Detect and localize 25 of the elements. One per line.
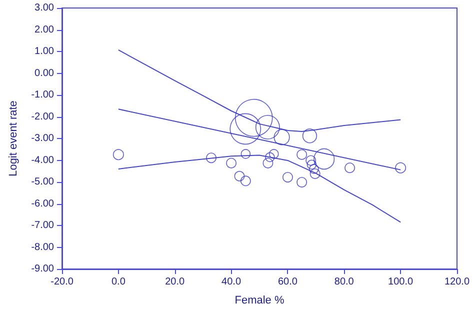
y-tick-label: -9.00 (31, 264, 54, 274)
x-tick-label: 20.0 (165, 276, 186, 288)
y-axis-title: Logit event rate (8, 100, 20, 176)
y-tick-label: -8.00 (31, 242, 54, 253)
y-tick-label: -2.00 (31, 111, 54, 122)
y-tick-label: 2.00 (34, 24, 54, 36)
y-tick-label: -4.00 (31, 154, 54, 166)
x-tick-label: 120.0 (444, 276, 470, 288)
y-tick-label: -5.00 (31, 176, 54, 188)
y-tick-label: -7.00 (31, 220, 54, 231)
y-tick-label: -3.00 (31, 133, 54, 144)
x-axis-title: Female % (234, 294, 284, 306)
y-tick-label: -1.00 (31, 90, 54, 100)
x-tick-label: 100.0 (388, 276, 414, 288)
y-tick-label: 0.00 (34, 68, 54, 79)
x-tick-label: 80.0 (334, 276, 354, 288)
line-series (118, 154, 402, 223)
x-tick-label: 60.0 (278, 276, 298, 288)
y-tick-label: -6.00 (31, 198, 54, 210)
x-tick-label: 0.0 (111, 276, 126, 288)
y-tick-label: 3.00 (34, 2, 54, 14)
x-tick-label: 40.0 (222, 276, 242, 288)
y-tick-label: 1.00 (34, 46, 54, 57)
x-tick-label: -20.0 (50, 276, 74, 288)
line-series (118, 49, 402, 132)
